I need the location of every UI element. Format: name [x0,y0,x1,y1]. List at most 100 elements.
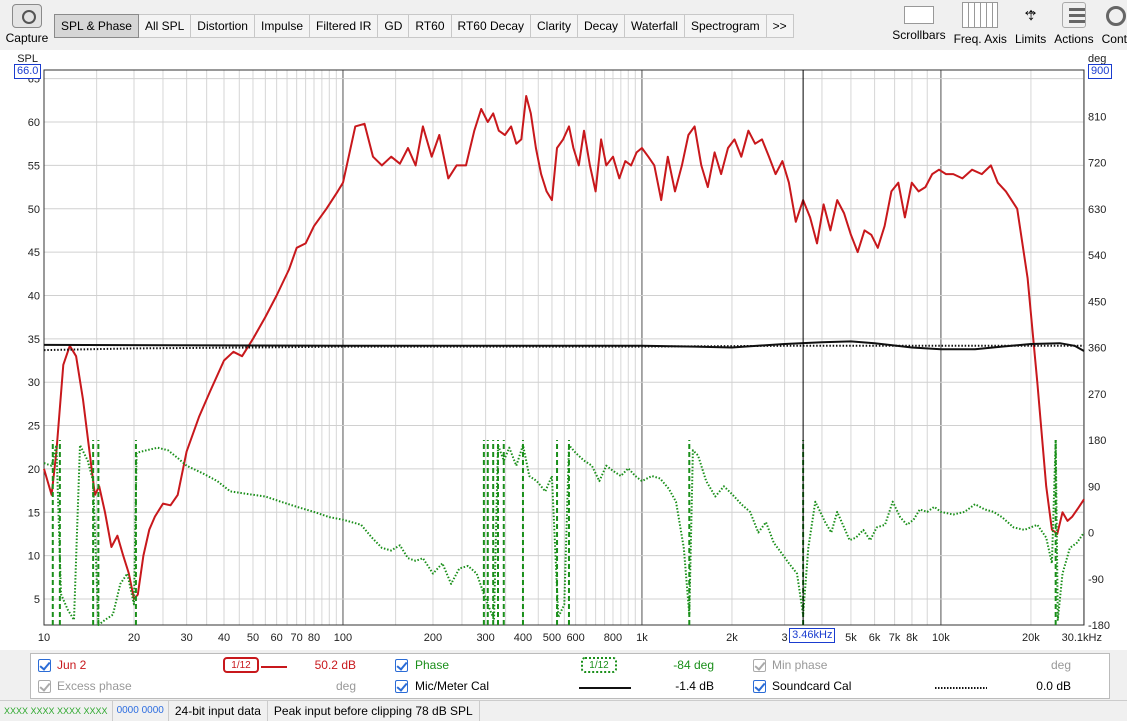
soundcard-cal-swatch [935,687,987,689]
series-jun-2 [43,95,1085,600]
mic-cal-checkbox[interactable] [395,680,408,693]
x-tick-label: 500 [543,632,561,644]
cursor-frequency-label[interactable]: 3.46kHz [789,628,836,643]
tab-waterfall[interactable]: Waterfall [625,14,685,38]
series-phase [43,439,1085,626]
x-tick-label: 200 [424,632,442,644]
legend-row-2: Excess phase deg Mic/Meter Cal -1.4 dB S… [31,676,1109,697]
y-tick-label-right: 270 [1088,389,1106,401]
x-tick-label: 70 [291,632,303,644]
excess-phase-checkbox[interactable] [38,680,51,693]
tab-clarity[interactable]: Clarity [531,14,579,38]
scrollbars-button[interactable]: Scrollbars [892,2,946,46]
capture-button[interactable]: Capture [4,4,50,45]
tab-more[interactable]: >> [766,14,794,38]
y-tick-label-left: 45 [28,247,40,259]
actions-label: Actions [1054,32,1094,46]
x-tick-label: 1k [636,632,648,644]
x-tick-label: 300 [476,632,494,644]
bit-depth-status: 24-bit input data [169,700,268,721]
x-tick-label: 80 [308,632,320,644]
tab-spl-phase[interactable]: SPL & Phase [54,14,139,38]
phase-checkbox[interactable] [395,659,408,672]
series-soundcard-cal [43,344,1084,352]
y-tick-label-right: 360 [1088,343,1106,355]
mic-cal-value: -1.4 dB [675,679,714,693]
left-axis-top-value[interactable]: 66.0 [14,64,42,79]
soundcard-cal-checkbox[interactable] [753,680,766,693]
x-tick-label: 10k [932,632,950,644]
x-tick-label: 20k [1022,632,1040,644]
x-tick-label: 400 [514,632,532,644]
x-tick-label: 10 [38,632,50,644]
x-tick-label: 100 [334,632,352,644]
x-tick-label: 40 [218,632,230,644]
right-axis-top-value[interactable]: 900 [1088,64,1113,79]
y-tick-label-left: 10 [28,551,40,563]
y-tick-label-left: 40 [28,290,40,302]
mic-cal-label: Mic/Meter Cal [415,679,490,693]
left-axis-unit: SPL [17,53,38,65]
tab-distortion[interactable]: Distortion [191,14,255,38]
plot-frame [43,69,1085,626]
limits-label: Limits [1014,32,1047,46]
min-phase-value: deg [1050,658,1071,672]
freq-axis-button[interactable]: Freq. Axis [954,2,1007,46]
x-tick-label: 30 [181,632,193,644]
x-tick-label: 6k [869,632,881,644]
y-tick-label-right: 90 [1088,481,1100,493]
jun2-smoothing-badge[interactable]: 1/12 [223,657,259,673]
tab-filtered-ir[interactable]: Filtered IR [310,14,379,38]
spl-phase-graph[interactable]: 5 10 15 20 25 30 35 40 45 50 55 60 65 -180 -90 0 90 180 27… [0,50,1127,650]
actions-button[interactable]: Actions [1054,2,1094,46]
jun2-value: 50.2 dB [314,658,356,672]
legend-row-1: Jun 2 1/12 50.2 dB Phase 1/12 -84 deg Mi… [31,655,1109,676]
jun2-checkbox[interactable] [38,659,51,672]
jun2-label: Jun 2 [57,658,87,672]
x-tick-label: 800 [604,632,622,644]
tab-spectrogram[interactable]: Spectrogram [684,14,767,38]
y-tick-label-left: 35 [28,334,40,346]
min-phase-label: Min phase [772,658,828,672]
x-tick-label: 60 [271,632,283,644]
output-level-indicator: 0000 0000 [113,700,169,721]
mic-cal-swatch [579,687,631,689]
graph-tabs: SPL & Phase All SPL Distortion Impulse F… [54,14,794,38]
status-bar: XXXX XXXX XXXX XXXX 0000 0000 24-bit inp… [0,700,1127,721]
y-tick-label-right: -180 [1088,620,1110,632]
soundcard-cal-label: Soundcard Cal [772,679,852,693]
series-mic-meter-cal [43,340,1085,352]
y-tick-label-right: 540 [1088,250,1106,262]
scrollbars-label: Scrollbars [892,28,946,42]
tab-rt60-decay[interactable]: RT60 Decay [451,14,531,38]
menu-icon [1061,2,1086,28]
y-tick-label-left: 5 [34,594,40,606]
tab-gd[interactable]: GD [378,14,410,38]
tab-decay[interactable]: Decay [578,14,626,38]
limits-button[interactable]: Limits [1014,0,1047,46]
tab-all-spl[interactable]: All SPL [138,14,192,38]
y-tick-label-left: 55 [28,160,40,172]
controls-button[interactable]: Cont [1102,2,1127,46]
excess-phase-value: deg [335,679,356,693]
camera-icon [12,4,42,28]
phase-smoothing-badge[interactable]: 1/12 [581,657,617,673]
chart-svg[interactable]: 5101520253035404550556065-180-9009018027… [0,50,1127,650]
y-tick-label-left: 30 [28,377,40,389]
legend-panel: Jun 2 1/12 50.2 dB Phase 1/12 -84 deg Mi… [30,653,1110,699]
x-tick-label: 3 [782,632,788,644]
x-tick-label: 8k [906,632,918,644]
x-tick-label: 7k [889,632,901,644]
min-phase-checkbox[interactable] [753,659,766,672]
phase-value: -84 deg [673,658,714,672]
right-axis-unit: deg [1088,53,1106,65]
tab-rt60[interactable]: RT60 [409,14,452,38]
tab-impulse[interactable]: Impulse [254,14,311,38]
y-tick-label-left: 50 [28,204,40,216]
arrows-icon [1016,0,1046,28]
y-tick-label-right: 810 [1088,111,1106,123]
y-tick-label-left: 20 [28,464,40,476]
x-tick-label: 2k [726,632,738,644]
y-tick-label-right: 630 [1088,204,1106,216]
freq-axis-icon [962,2,999,28]
